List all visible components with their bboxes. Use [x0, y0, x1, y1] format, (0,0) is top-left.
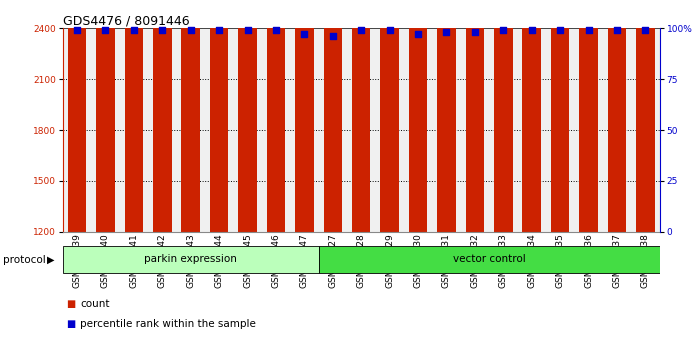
Bar [181, 0, 200, 232]
Text: parkin expression: parkin expression [144, 254, 237, 264]
Text: count: count [80, 299, 110, 309]
Bar [68, 0, 87, 232]
Bar [466, 0, 484, 232]
Point [242, 28, 253, 33]
Bar [153, 0, 172, 232]
Bar [523, 0, 541, 232]
Point [355, 28, 366, 33]
Bar [238, 0, 257, 232]
Bar [380, 0, 399, 232]
Point [214, 28, 225, 33]
Point [441, 30, 452, 35]
Point [128, 28, 140, 33]
Point [270, 28, 281, 33]
Point [299, 32, 310, 37]
Point [640, 28, 651, 33]
Bar [125, 0, 143, 232]
Point [498, 28, 509, 33]
Text: vector control: vector control [453, 254, 526, 264]
Text: percentile rank within the sample: percentile rank within the sample [80, 319, 256, 329]
Point [469, 30, 480, 35]
Bar [608, 0, 626, 232]
Text: protocol: protocol [3, 255, 46, 265]
Bar [551, 0, 570, 232]
Bar [318, 246, 660, 273]
Point [327, 34, 339, 39]
Point [583, 28, 594, 33]
Text: GDS4476 / 8091446: GDS4476 / 8091446 [63, 14, 189, 27]
Text: ▶: ▶ [47, 255, 54, 265]
Point [554, 28, 565, 33]
Bar [352, 0, 371, 232]
Text: ■: ■ [66, 319, 75, 329]
Point [100, 28, 111, 33]
Bar [636, 0, 655, 232]
Bar [63, 246, 318, 273]
Bar [267, 0, 285, 232]
Point [156, 28, 168, 33]
Bar [96, 0, 114, 232]
Point [185, 28, 196, 33]
Text: ■: ■ [66, 299, 75, 309]
Bar [437, 0, 456, 232]
Bar [579, 0, 597, 232]
Bar [210, 0, 228, 232]
Point [611, 28, 623, 33]
Bar [295, 0, 313, 232]
Point [384, 28, 395, 33]
Point [413, 32, 424, 37]
Point [526, 28, 537, 33]
Bar [494, 8, 512, 232]
Bar [409, 25, 427, 232]
Bar [324, 3, 342, 232]
Point [71, 28, 82, 33]
